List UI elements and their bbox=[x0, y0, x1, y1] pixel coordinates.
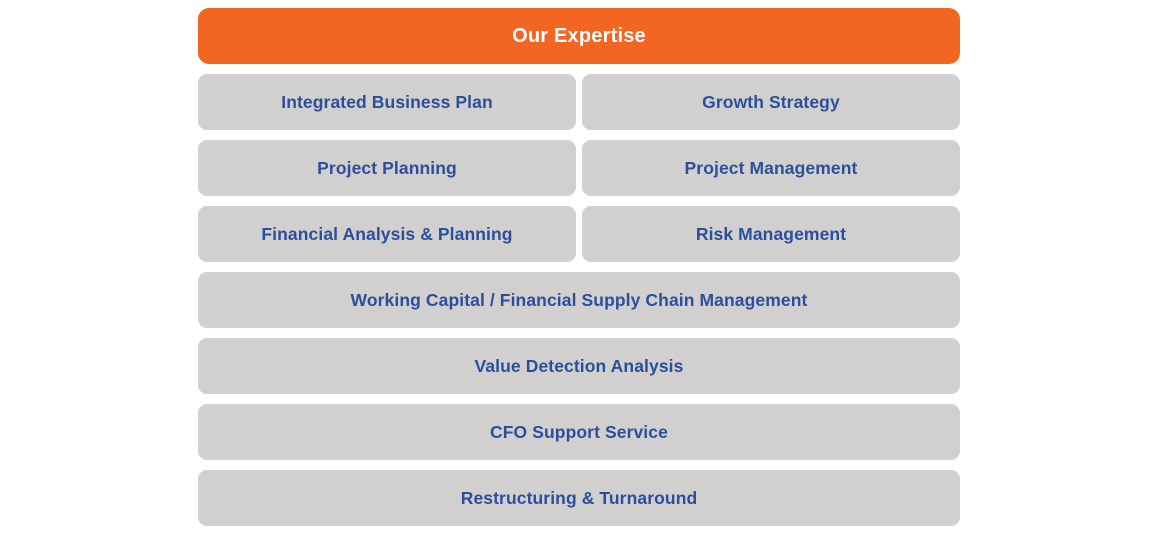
expertise-card-restructuring-turnaround: Restructuring & Turnaround bbox=[198, 470, 960, 526]
expertise-card-growth-strategy: Growth Strategy bbox=[582, 74, 960, 130]
expertise-card-financial-analysis-planning: Financial Analysis & Planning bbox=[198, 206, 576, 262]
expertise-card-project-management: Project Management bbox=[582, 140, 960, 196]
expertise-card-cfo-support-service: CFO Support Service bbox=[198, 404, 960, 460]
expertise-card-project-planning: Project Planning bbox=[198, 140, 576, 196]
expertise-header: Our Expertise bbox=[198, 8, 960, 64]
expertise-card-risk-management: Risk Management bbox=[582, 206, 960, 262]
expertise-grid: Our Expertise Integrated Business Plan G… bbox=[198, 8, 960, 526]
expertise-card-working-capital-financial-supply-chain: Working Capital / Financial Supply Chain… bbox=[198, 272, 960, 328]
expertise-card-integrated-business-plan: Integrated Business Plan bbox=[198, 74, 576, 130]
expertise-card-value-detection-analysis: Value Detection Analysis bbox=[198, 338, 960, 394]
